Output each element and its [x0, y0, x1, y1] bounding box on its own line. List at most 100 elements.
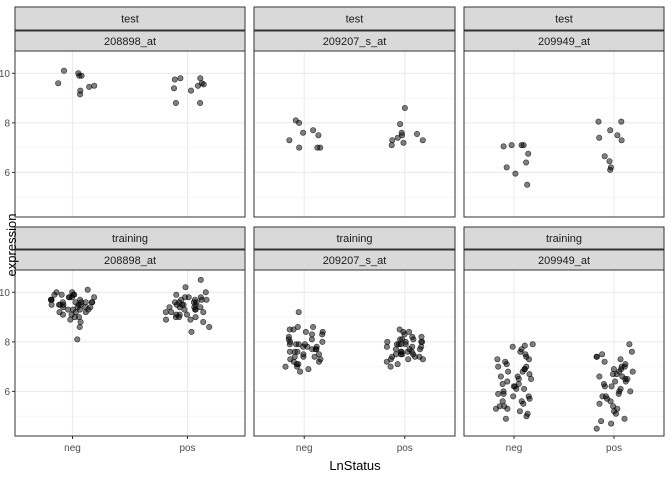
- facet-panel-test-209207: test 209207_s_at: [253, 6, 456, 218]
- data-point: [596, 373, 603, 380]
- x-tick-label: pos: [606, 443, 622, 454]
- panel-background: [254, 270, 455, 436]
- data-point: [297, 368, 304, 375]
- data-point: [163, 316, 170, 323]
- data-point: [187, 316, 194, 323]
- data-point: [601, 358, 608, 365]
- data-point: [74, 336, 81, 343]
- data-point: [296, 144, 303, 151]
- data-point: [292, 117, 299, 124]
- facet-strip-label: 209949_at: [538, 36, 590, 48]
- data-point: [601, 383, 608, 390]
- facet-strip-label: training: [112, 233, 148, 245]
- data-point: [300, 353, 307, 360]
- facet-strip-label: 209949_at: [538, 255, 590, 267]
- data-point: [400, 139, 407, 146]
- facet-strip-row: [14, 226, 246, 250]
- data-point: [413, 131, 420, 138]
- data-point: [197, 75, 204, 82]
- data-point: [291, 348, 298, 355]
- data-point: [499, 398, 506, 405]
- data-point: [607, 398, 614, 405]
- data-point: [300, 129, 307, 136]
- data-point: [419, 356, 426, 363]
- data-point: [302, 328, 309, 335]
- data-point: [305, 366, 312, 373]
- data-point: [285, 336, 292, 343]
- data-point: [621, 415, 628, 422]
- y-tick-label: 8: [4, 337, 10, 348]
- data-point: [619, 373, 626, 380]
- data-point: [317, 144, 324, 151]
- data-point: [293, 361, 300, 368]
- data-point: [518, 398, 525, 405]
- data-point: [617, 385, 624, 392]
- data-point: [626, 341, 633, 348]
- data-point: [55, 80, 62, 87]
- data-point: [629, 368, 636, 375]
- data-point: [69, 289, 76, 296]
- data-point: [606, 158, 613, 165]
- data-point: [184, 311, 191, 318]
- data-point: [521, 385, 528, 392]
- panel-background: [254, 51, 455, 217]
- panel-border: [14, 269, 246, 437]
- x-tick-label: neg: [296, 443, 313, 454]
- data-point: [499, 380, 506, 387]
- data-point: [387, 363, 394, 370]
- data-point: [627, 388, 634, 395]
- data-point: [397, 121, 404, 128]
- data-point: [608, 383, 615, 390]
- data-point: [599, 351, 606, 358]
- data-point: [315, 132, 322, 139]
- data-point: [282, 363, 289, 370]
- data-point: [404, 348, 411, 355]
- data-point: [188, 328, 195, 335]
- data-point: [91, 82, 98, 89]
- data-point: [504, 378, 511, 385]
- data-point: [313, 346, 320, 353]
- data-point: [58, 291, 65, 298]
- data-point: [162, 309, 169, 316]
- data-point: [396, 326, 403, 333]
- data-point: [526, 371, 533, 378]
- data-point: [610, 366, 617, 373]
- data-point: [84, 286, 91, 293]
- data-point: [494, 356, 501, 363]
- facet-strip-label: training: [336, 233, 372, 245]
- data-point: [392, 346, 399, 353]
- data-point: [72, 309, 79, 316]
- data-point: [405, 356, 412, 363]
- data-point: [77, 318, 84, 325]
- data-point: [85, 306, 92, 313]
- facet-strip-row: [253, 6, 456, 31]
- data-point: [72, 299, 79, 306]
- data-point: [505, 368, 512, 375]
- data-point: [383, 343, 390, 350]
- data-point: [419, 137, 426, 144]
- data-point: [291, 353, 298, 360]
- data-point: [198, 296, 205, 303]
- data-point: [310, 323, 317, 330]
- data-point: [188, 87, 195, 94]
- data-point: [172, 299, 179, 306]
- data-point: [529, 341, 536, 348]
- data-point: [48, 296, 55, 303]
- data-point: [618, 363, 625, 370]
- data-point: [394, 134, 401, 141]
- data-point: [192, 301, 199, 308]
- data-point: [173, 311, 180, 318]
- data-point: [525, 150, 532, 157]
- data-point: [65, 306, 72, 313]
- facet-panel-test-209949: test 209949_at: [463, 6, 665, 218]
- data-point: [76, 314, 83, 321]
- facet-strip-label: 208898_at: [104, 255, 156, 267]
- data-point: [77, 91, 84, 98]
- data-point: [618, 137, 625, 144]
- panel-background: [464, 51, 664, 217]
- data-point: [286, 137, 293, 144]
- data-point: [192, 306, 199, 313]
- data-point: [593, 353, 600, 360]
- data-point: [293, 341, 300, 348]
- data-point: [171, 76, 178, 83]
